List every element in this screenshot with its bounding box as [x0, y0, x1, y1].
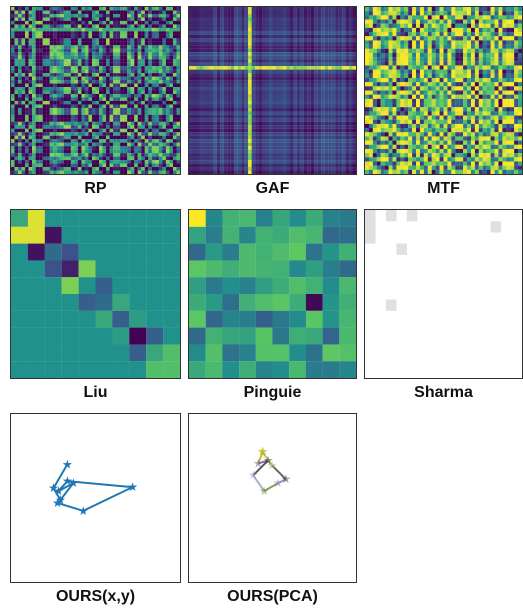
ours-xy-label: OURS(x,y) [55, 588, 136, 605]
ours-xy-image: ★ ★ ★ ★ ★ ★ ★ ★ ★ [10, 413, 181, 583]
pinguie-image [188, 209, 357, 379]
mtf-label: MTF [427, 180, 460, 197]
sharma-label: Sharma [414, 384, 473, 401]
rp-image [10, 6, 181, 175]
mtf-image [364, 6, 523, 175]
liu-image [10, 209, 181, 379]
rp-label: RP [84, 180, 107, 197]
gaf-image [188, 6, 357, 175]
liu-label: Liu [83, 384, 108, 401]
ours-pca-label: OURS(PCA) [227, 588, 318, 605]
gaf-label: GAF [255, 180, 290, 197]
sharma-image [364, 209, 523, 379]
ours-pca-image: ★ ★ ★ ★ ★ ★ ★ ★ ★ [188, 413, 357, 583]
pinguie-label: Pinguie [243, 384, 302, 401]
